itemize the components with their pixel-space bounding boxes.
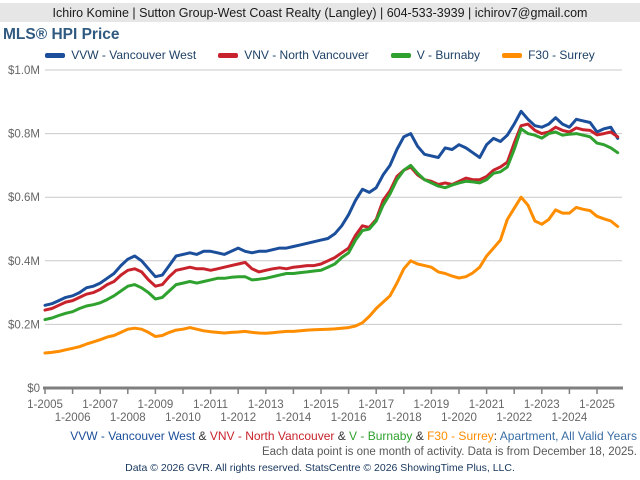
legend-swatch-icon — [390, 52, 411, 58]
footer-series-segment: VNV - North Vancouver — [209, 429, 335, 443]
broker-contact-text: Ichiro Komine | Sutton Group-West Coast … — [52, 5, 588, 20]
legend-item: V - Burnaby — [390, 48, 481, 62]
x-tick-label: 1-2005 — [27, 399, 63, 411]
footer-series-segment: : — [493, 429, 500, 443]
x-tick-label: 1-2011 — [193, 399, 228, 411]
footer-series-description: VVW - Vancouver West & VNV - North Vanco… — [70, 429, 637, 443]
series-line-1 — [43, 109, 620, 307]
x-tick-label: 1-2007 — [82, 399, 118, 411]
y-tick-label: $0.8M — [8, 129, 40, 141]
x-tick-label: 1-2008 — [110, 412, 146, 424]
x-tick-label: 1-2013 — [248, 399, 284, 411]
x-tick-label: 1-2015 — [303, 399, 339, 411]
x-tick-label: 1-2020 — [441, 412, 477, 424]
footer-series-segment: Apartment, All Valid Years — [499, 429, 637, 443]
y-tick-label: $1.0M — [8, 65, 40, 77]
x-tick-label: 1-2017 — [358, 399, 394, 411]
legend-item: VNV - North Vancouver — [218, 48, 369, 62]
footer-series-segment: & — [334, 429, 350, 443]
series-line-3 — [43, 127, 620, 322]
legend: VVW - Vancouver West VNV - North Vancouve… — [0, 48, 640, 62]
legend-swatch-icon — [502, 52, 523, 58]
y-tick-label: $0.4M — [8, 256, 40, 268]
legend-item: VVW - Vancouver West — [45, 48, 196, 62]
x-tick-label: 1-2021 — [469, 399, 505, 411]
x-tick-label: 1-2025 — [579, 399, 615, 411]
footer-series-segment: V - Burnaby — [349, 429, 413, 443]
y-tick-label: $0 — [27, 383, 40, 395]
series-line-4 — [43, 195, 620, 355]
footer-data-note: Each data point is one month of activity… — [261, 446, 637, 458]
x-tick-label: 1-2023 — [524, 399, 560, 411]
x-tick-label: 1-2012 — [220, 412, 256, 424]
footer-series-segment: F30 - Surrey — [427, 429, 494, 443]
y-tick-label: $0.6M — [8, 192, 40, 204]
x-tick-label: 1-2014 — [275, 412, 311, 424]
x-tick-label: 1-2022 — [496, 412, 532, 424]
legend-swatch-icon — [45, 52, 66, 58]
legend-item-label: VNV - North Vancouver — [244, 48, 369, 62]
x-tick-label: 1-2016 — [331, 412, 367, 424]
chart-title: MLS® HPI Price — [3, 26, 120, 43]
legend-item-label: VVW - Vancouver West — [71, 48, 197, 62]
footer-series-segment: & — [195, 429, 210, 443]
x-tick-label: 1-2019 — [413, 399, 449, 411]
x-tick-label: 1-2018 — [386, 412, 422, 424]
legend-item-label: V - Burnaby — [416, 48, 481, 62]
x-tick-label: 1-2006 — [55, 412, 91, 424]
x-tick-label: 1-2009 — [137, 399, 173, 411]
legend-swatch-icon — [218, 52, 239, 58]
x-tick-label: 1-2010 — [165, 412, 201, 424]
series-line-2 — [43, 122, 620, 312]
footer-series-segment: VVW - Vancouver West — [70, 429, 196, 443]
legend-item-label: F30 - Surrey — [528, 48, 595, 62]
legend-item: F30 - Surrey — [502, 48, 595, 62]
broker-contact-bar: Ichiro Komine | Sutton Group-West Coast … — [0, 3, 640, 22]
x-tick-label: 1-2024 — [551, 412, 587, 424]
footer-copyright: Data © 2026 GVR. All rights reserved. St… — [125, 462, 515, 474]
footer-series-segment: & — [412, 429, 428, 443]
y-tick-label: $0.2M — [8, 319, 40, 331]
